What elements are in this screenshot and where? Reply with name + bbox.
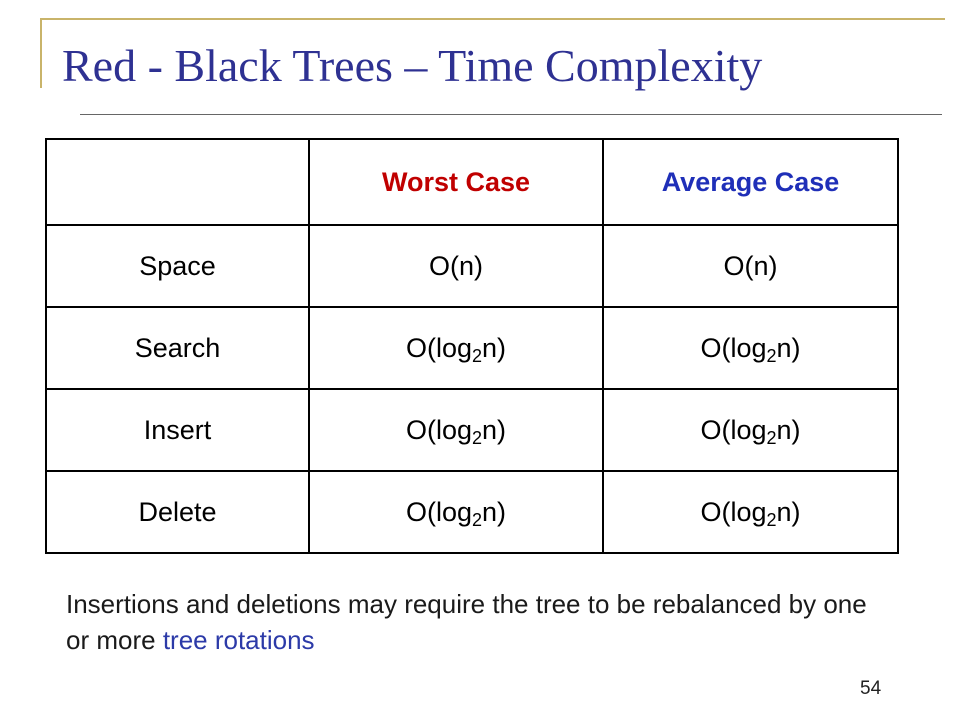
table-row: Space O(n) O(n): [45, 224, 899, 308]
complexity-suffix: n): [776, 414, 801, 445]
complexity-suffix: n): [482, 332, 507, 363]
page-number: 54: [860, 678, 882, 699]
slide-frame-top: [40, 18, 945, 20]
table-header-row: Worst Case Average Case: [45, 138, 899, 226]
log-base: 2: [472, 345, 483, 366]
complexity-suffix: n): [776, 332, 801, 363]
rebalancing-note: Insertions and deletions may require the…: [66, 586, 886, 658]
note-highlight-tree-rotations: tree rotations: [162, 625, 315, 655]
slide-title: Red - Black Trees – Time Complexity: [62, 40, 763, 91]
complexity-suffix: n): [482, 496, 507, 527]
operation-cell: Insert: [45, 388, 310, 472]
worst-case-cell: O(n): [308, 224, 604, 308]
complexity-table: Worst Case Average Case Space O(n) O(n) …: [45, 138, 899, 554]
complexity-prefix: O(n): [429, 250, 483, 281]
operation-cell: Search: [45, 306, 310, 390]
complexity-prefix: O(log: [405, 332, 472, 363]
note-text: Insertions and deletions may require the…: [66, 589, 867, 655]
header-average-case: Average Case: [602, 138, 899, 226]
log-base: 2: [472, 427, 483, 448]
average-case-cell: O(n): [602, 224, 899, 308]
header-cell-empty: [45, 138, 310, 226]
header-worst-case: Worst Case: [308, 138, 604, 226]
log-base: 2: [766, 345, 777, 366]
worst-case-cell: O(log2n): [308, 306, 604, 390]
complexity-suffix: n): [482, 414, 507, 445]
slide-frame-left: [40, 18, 42, 88]
log-base: 2: [766, 509, 777, 530]
average-case-cell: O(log2n): [602, 388, 899, 472]
complexity-prefix: O(log: [700, 332, 767, 363]
complexity-prefix: O(n): [723, 250, 778, 281]
title-underline: [80, 114, 942, 115]
log-base: 2: [472, 509, 483, 530]
average-case-cell: O(log2n): [602, 470, 899, 554]
complexity-prefix: O(log: [700, 496, 767, 527]
operation-cell: Space: [45, 224, 310, 308]
table-row: Delete O(log2n) O(log2n): [45, 470, 899, 554]
log-base: 2: [766, 427, 777, 448]
complexity-prefix: O(log: [405, 414, 472, 445]
table-row: Search O(log2n) O(log2n): [45, 306, 899, 390]
worst-case-cell: O(log2n): [308, 388, 604, 472]
average-case-cell: O(log2n): [602, 306, 899, 390]
operation-cell: Delete: [45, 470, 310, 554]
worst-case-cell: O(log2n): [308, 470, 604, 554]
complexity-prefix: O(log: [700, 414, 767, 445]
complexity-prefix: O(log: [405, 496, 472, 527]
table-row: Insert O(log2n) O(log2n): [45, 388, 899, 472]
complexity-suffix: n): [776, 496, 801, 527]
